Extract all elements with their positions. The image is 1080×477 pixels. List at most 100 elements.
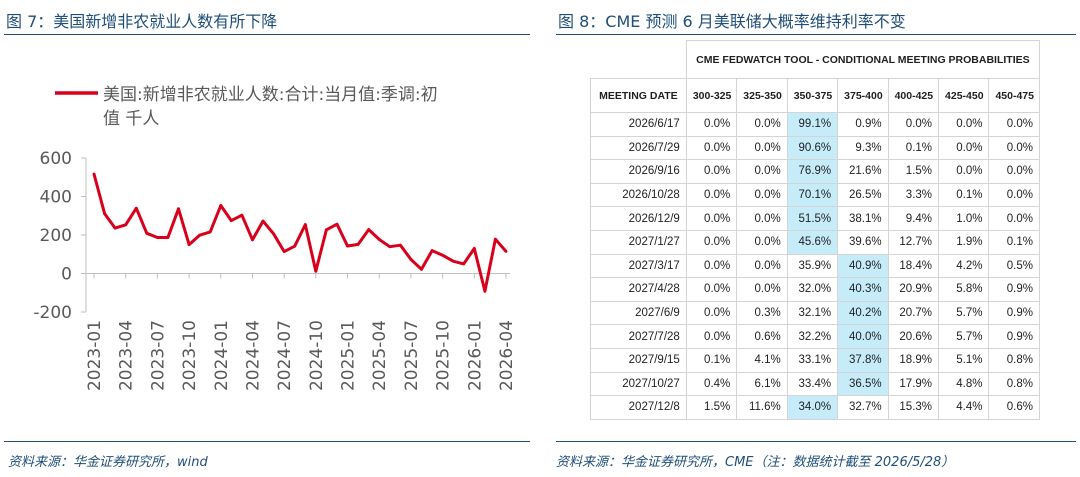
meeting-date-cell: 2027/12/8 [590,395,687,420]
column-header-row: MEETING DATE 300-325 325-350 350-375 375-400… [590,78,1040,113]
figure-8-title: 图 8：CME 预测 6 月美联储大概率维持利率不变 [558,12,906,31]
probability-cell: 0.0% [736,229,788,255]
table-row: 2026/10/28 0.0% 0.0% 70.1% 26.5% 3.3% 0.1% 0.0% [590,182,1040,208]
probability-cell: 0.0% [988,182,1040,208]
table-row: 2026/7/29 0.0% 0.0% 90.6% 9.3% 0.1% 0.0% 0.0% [590,135,1040,161]
probability-cell: 18.4% [887,253,940,279]
probability-cell: 51.5% [786,206,839,231]
meeting-date-cell: 2027/10/27 [590,371,687,397]
probability-cell: 0.1% [938,182,990,208]
data-point [335,222,339,226]
probability-cell: 0.1% [887,135,940,161]
data-point [155,236,159,239]
data-point [462,262,466,266]
probability-cell: 26.5% [837,182,889,208]
column-header-325-350: 325-350 [736,78,788,113]
probability-cell: 4.8% [938,371,990,397]
probability-cell: 0.0% [736,253,788,279]
table-body: 2026/6/17 0.0% 0.0% 99.1% 0.9% 0.0% 0.0% 0.0% 20… [590,112,1040,420]
column-header-425-450: 425-450 [938,78,990,113]
x-tick-label: 2025-04 [370,320,390,391]
table-row: 2027/1/27 0.0% 0.0% 45.6% 39.6% 12.7% 1.9% 0.1% [590,229,1040,255]
x-tick-label: 2023-01 [85,320,105,391]
x-tick-label: 2025-01 [339,320,359,391]
probability-cell: 0.0% [685,182,738,208]
probability-cell: 0.4% [685,371,738,397]
data-point [398,243,402,247]
probability-cell: 0.0% [736,206,788,231]
probability-cell: 0.5% [988,253,1040,279]
y-tick-label: 600 [40,149,72,169]
probability-cell: 38.1% [837,206,889,231]
probability-cell: 0.9% [988,300,1040,326]
data-point [113,226,117,230]
legend-label-line1: 美国:新增非农就业人数:合计:当月值:季调:初 [103,85,438,105]
probability-cell: 18.9% [887,347,940,373]
probability-cell: 0.9% [988,277,1040,302]
x-tick-label: 2023-10 [180,320,200,391]
data-point [356,243,360,246]
probability-cell: 0.0% [685,135,738,161]
probability-cell: 4.2% [938,253,990,279]
table-row: 2027/9/15 0.1% 4.1% 33.1% 37.8% 18.9% 5.1% 0.8% [590,347,1040,373]
probability-cell: 36.5% [837,371,889,397]
probability-cell: 0.6% [736,324,788,349]
probability-cell: 33.1% [786,347,839,373]
data-point [272,232,275,236]
probability-cell: 32.7% [837,395,889,420]
data-point [441,253,445,257]
y-tick-label: -200 [33,303,72,323]
data-point [325,228,328,232]
data-point [208,230,212,234]
y-tick-label: 0 [61,265,72,285]
meeting-date-cell: 2026/7/29 [590,135,687,161]
probability-cell: 0.0% [988,135,1040,161]
x-tick-label: 2023-07 [148,320,168,391]
data-point [430,249,434,252]
probability-cell: 6.1% [736,371,788,397]
meeting-date-cell: 2026/9/16 [590,159,687,184]
data-point [409,258,413,261]
tool-header: CME FEDWATCH TOOL - CONDITIONAL MEETING … [685,40,1041,79]
data-point [504,249,508,253]
table-row: 2027/3/17 0.0% 0.0% 35.9% 40.9% 18.4% 4.2% 0.5% [590,253,1040,279]
probability-cell: 40.3% [837,277,889,302]
probability-cell: 15.3% [887,395,940,420]
probability-cell: 0.0% [938,159,990,184]
data-point [124,223,128,227]
x-tick-label: 2026-04 [497,320,517,391]
data-point [166,236,170,239]
plot-area [92,172,508,293]
probability-cell: 32.0% [786,277,839,302]
probability-cell: 4.1% [736,347,788,373]
probability-cell: 1.9% [938,229,990,255]
data-point [483,289,487,293]
probability-cell: 0.0% [685,229,738,255]
probability-cell: 20.9% [887,277,940,302]
probability-cell: 4.4% [938,395,990,420]
probability-cell: 0.8% [988,371,1040,397]
meeting-date-cell: 2026/12/9 [590,206,687,231]
data-point [261,219,265,223]
column-header-375-400: 375-400 [837,78,889,113]
legend-label-line2: 值 千人 [103,109,159,129]
title-rule-left [4,34,530,35]
table-row: 2026/9/16 0.0% 0.0% 76.9% 21.6% 1.5% 0.0% 0.0% [590,159,1040,184]
column-header-400-425: 400-425 [887,78,940,113]
meeting-date-cell: 2027/1/27 [590,229,687,255]
meeting-date-cell: 2027/9/15 [590,347,687,373]
probability-cell: 0.0% [736,182,788,208]
probability-cell: 0.0% [938,135,990,161]
data-point [240,213,244,217]
data-point [377,238,381,241]
probability-cell: 0.0% [685,277,738,302]
probability-cell: 5.7% [938,324,990,349]
probability-cell: 70.1% [786,182,839,208]
data-point [92,172,96,176]
meeting-date-cell: 2027/7/28 [590,324,687,349]
meeting-date-cell: 2026/10/28 [590,182,687,208]
probability-cell: 0.0% [736,159,788,184]
x-axis: 2023-01 2023-04 2023-07 2023-10 2024-01 2024-… [85,273,517,391]
x-tick-label: 2026-01 [465,320,485,391]
data-point [303,223,307,227]
